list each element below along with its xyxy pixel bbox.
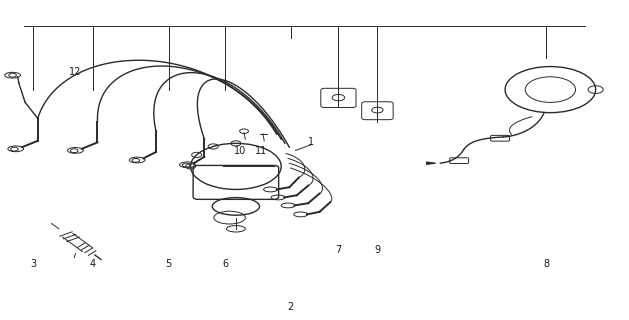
Text: 1: 1 xyxy=(308,137,314,148)
Text: 9: 9 xyxy=(374,244,381,255)
Text: 7: 7 xyxy=(335,244,342,255)
Text: 3: 3 xyxy=(30,259,36,269)
Text: 8: 8 xyxy=(543,259,549,269)
Polygon shape xyxy=(426,162,436,164)
Text: 11: 11 xyxy=(255,146,267,156)
Text: 5: 5 xyxy=(165,259,172,269)
Text: 12: 12 xyxy=(69,67,82,77)
Text: 10: 10 xyxy=(234,146,247,156)
Text: 2: 2 xyxy=(287,301,294,312)
Text: 6: 6 xyxy=(222,259,228,269)
Text: 4: 4 xyxy=(90,259,96,269)
